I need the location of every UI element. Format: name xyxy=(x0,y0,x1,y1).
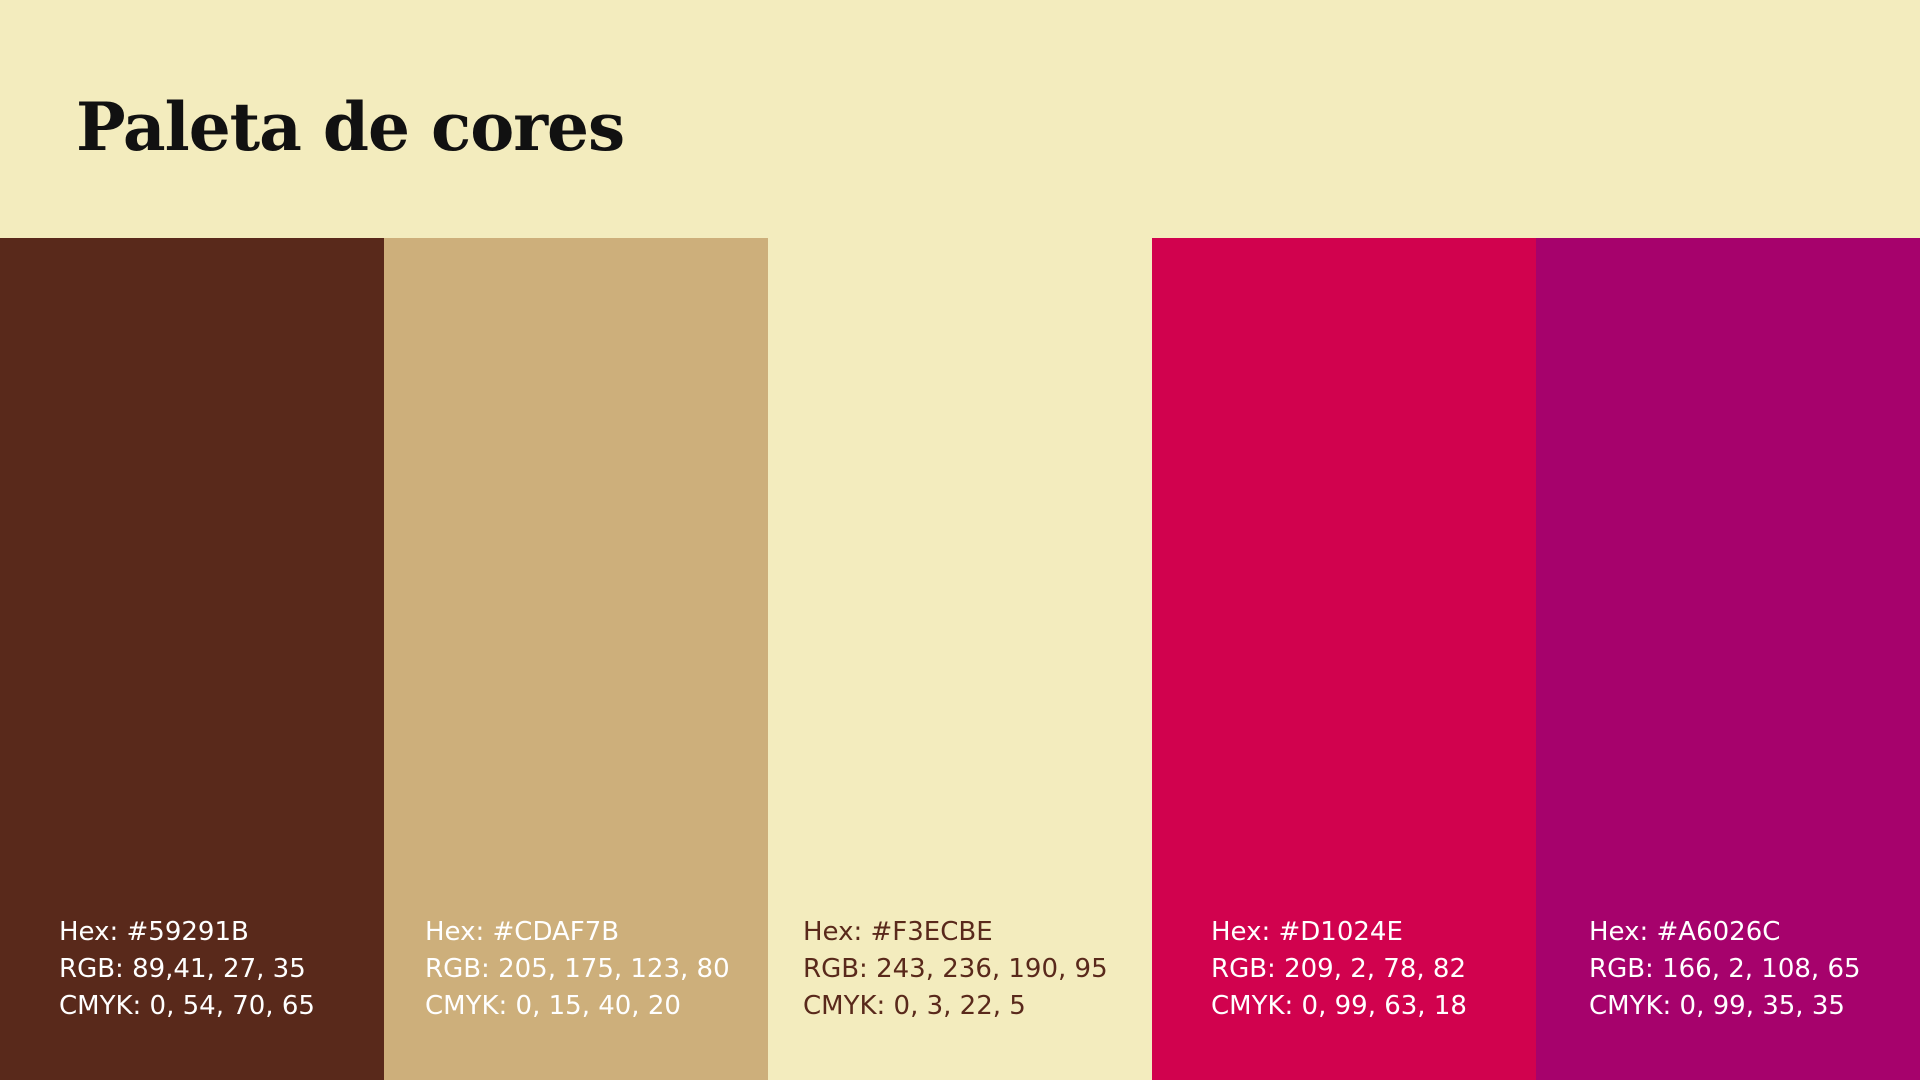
color-info: Hex: #CDAF7B RGB: 205, 175, 123, 80 CMYK: … xyxy=(425,914,730,1025)
color-rgb: RGB: 166, 2, 108, 65 xyxy=(1589,954,1861,984)
palette: Hex: #59291B RGB: 89,41, 27, 35 CMYK: 0, 5… xyxy=(0,238,1920,1080)
color-rgb: RGB: 205, 175, 123, 80 xyxy=(425,954,730,984)
color-info: Hex: #A6026C RGB: 166, 2, 108, 65 CMYK: 0,… xyxy=(1589,914,1861,1025)
color-hex: Hex: #59291B xyxy=(59,917,249,947)
color-rgb: RGB: 209, 2, 78, 82 xyxy=(1211,954,1466,984)
color-cmyk: CMYK: 0, 99, 35, 35 xyxy=(1589,991,1845,1021)
color-swatch: Hex: #D1024E RGB: 209, 2, 78, 82 CMYK: 0, … xyxy=(1152,238,1536,1080)
color-swatch: Hex: #CDAF7B RGB: 205, 175, 123, 80 CMYK: … xyxy=(384,238,768,1080)
color-rgb: RGB: 243, 236, 190, 95 xyxy=(803,954,1108,984)
color-hex: Hex: #A6026C xyxy=(1589,917,1781,947)
color-info: Hex: #D1024E RGB: 209, 2, 78, 82 CMYK: 0, … xyxy=(1211,914,1467,1025)
color-swatch: Hex: #A6026C RGB: 166, 2, 108, 65 CMYK: 0,… xyxy=(1536,238,1920,1080)
color-swatch: Hex: #F3ECBE RGB: 243, 236, 190, 95 CMYK: … xyxy=(768,238,1152,1080)
color-hex: Hex: #D1024E xyxy=(1211,917,1403,947)
color-hex: Hex: #CDAF7B xyxy=(425,917,620,947)
color-rgb: RGB: 89,41, 27, 35 xyxy=(59,954,306,984)
color-info: Hex: #59291B RGB: 89,41, 27, 35 CMYK: 0, 5… xyxy=(59,914,315,1025)
color-cmyk: CMYK: 0, 54, 70, 65 xyxy=(59,991,315,1021)
color-info: Hex: #F3ECBE RGB: 243, 236, 190, 95 CMYK: … xyxy=(803,914,1108,1025)
color-cmyk: CMYK: 0, 3, 22, 5 xyxy=(803,991,1026,1021)
color-cmyk: CMYK: 0, 99, 63, 18 xyxy=(1211,991,1467,1021)
title: Paleta de cores xyxy=(76,88,625,166)
color-cmyk: CMYK: 0, 15, 40, 20 xyxy=(425,991,681,1021)
color-swatch: Hex: #59291B RGB: 89,41, 27, 35 CMYK: 0, 5… xyxy=(0,238,384,1080)
color-hex: Hex: #F3ECBE xyxy=(803,917,993,947)
